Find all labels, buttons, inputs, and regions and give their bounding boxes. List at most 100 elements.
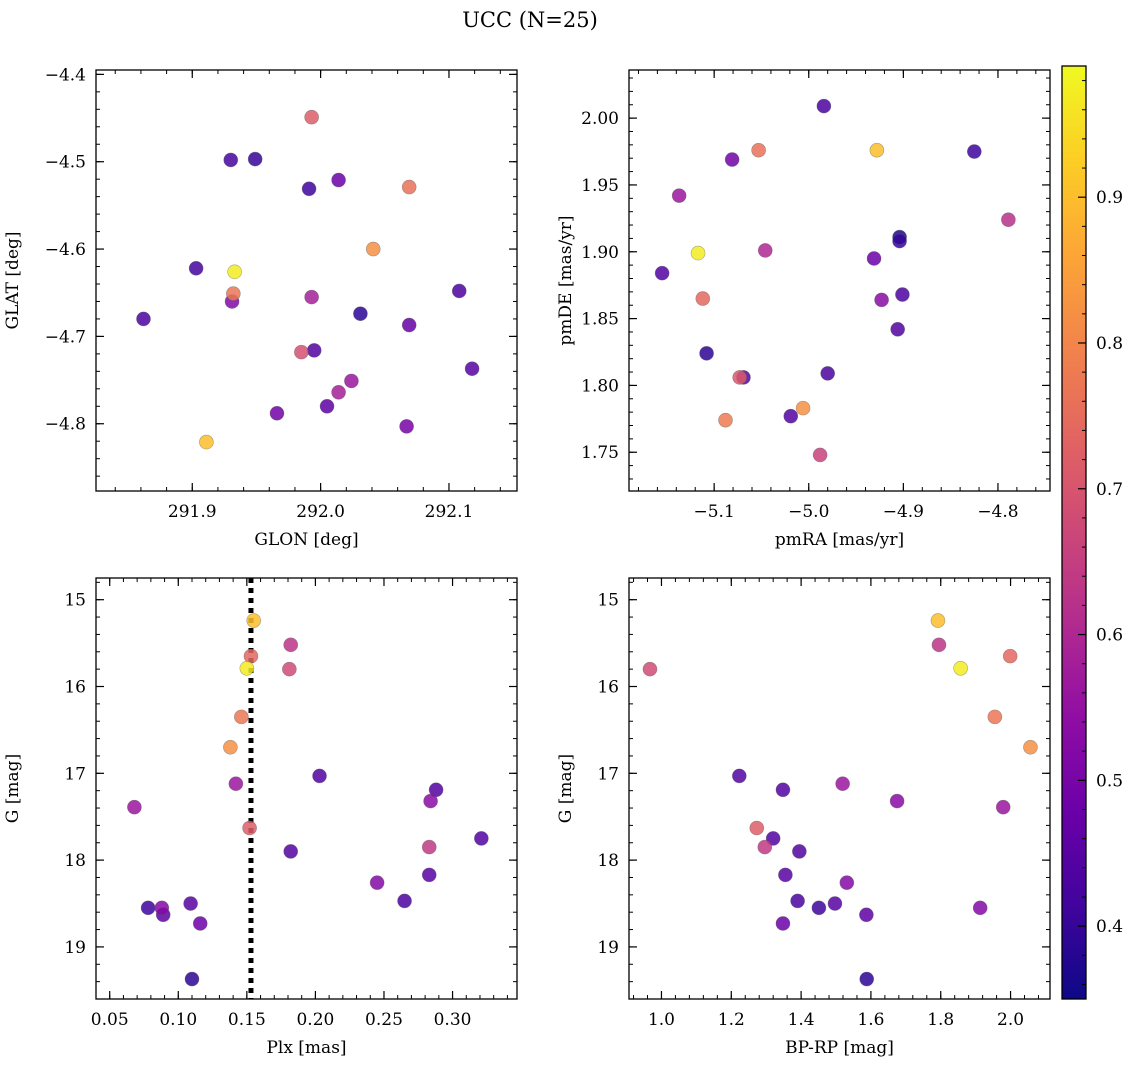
data-point	[967, 144, 982, 159]
panel-pm: −5.1 −5.0 −4.9 −4.8 1.75 1.80 1.85 1.90 1.95 2.00…	[556, 69, 1051, 550]
data-point	[369, 875, 385, 890]
data-point	[1023, 739, 1038, 755]
data-point	[423, 793, 438, 809]
data-point	[699, 346, 714, 361]
data-point	[839, 875, 855, 890]
data-point	[269, 405, 285, 421]
colorbar-tick-label: 0.6	[1096, 626, 1123, 646]
data-point	[724, 152, 740, 167]
data-point	[304, 109, 319, 125]
data-point	[312, 768, 327, 784]
y-axis-label: G [mag]	[3, 754, 23, 823]
data-point	[642, 661, 658, 677]
y-tick-label: 18	[597, 851, 619, 871]
data-point	[227, 264, 242, 280]
x-tick-label: 1.8	[927, 1010, 954, 1030]
data-point	[820, 366, 835, 381]
x-tick-label: 1.4	[788, 1010, 815, 1030]
data-point	[294, 344, 309, 360]
data-point	[972, 900, 988, 916]
y-axis-label: GLAT [deg]	[3, 231, 23, 329]
data-point	[859, 971, 875, 987]
data-point	[795, 400, 811, 416]
major-ticks	[629, 70, 1050, 491]
y-tick-label: 18	[64, 851, 86, 871]
data-point	[226, 286, 241, 301]
data-point	[474, 831, 489, 846]
data-point	[247, 151, 263, 167]
panel-cmd: 1.0 1.2 1.4 1.6 1.8 2.0 15 16 17 18 19 BP-RP [mag] G…	[556, 577, 1051, 1058]
y-tick-label: −4.6	[45, 240, 86, 260]
data-point	[930, 613, 946, 628]
x-tick-label: 0.10	[159, 1010, 197, 1030]
major-ticks	[96, 578, 517, 999]
x-tick-label: 0.05	[91, 1010, 129, 1030]
panel-plx: 0.05 0.10 0.15 0.20 0.25 0.30 15 16 17 18 19 Plx [m…	[3, 577, 518, 1058]
data-point	[184, 971, 200, 987]
data-point	[451, 283, 467, 299]
data-point	[154, 900, 170, 916]
y-tick-label: 1.80	[581, 376, 619, 396]
data-point	[775, 782, 791, 798]
x-axis-label: Plx [mas]	[266, 1038, 346, 1058]
data-point	[757, 839, 773, 855]
data-point	[399, 419, 414, 434]
x-tick-label: 0.15	[228, 1010, 266, 1030]
data-point	[365, 241, 381, 257]
y-tick-label: −4.4	[45, 65, 86, 85]
data-point	[223, 739, 238, 755]
data-point	[783, 408, 799, 424]
data-point	[223, 152, 239, 168]
data-point	[890, 321, 905, 337]
data-point	[654, 265, 670, 281]
data-point	[835, 776, 850, 792]
y-tick-label: 19	[64, 938, 86, 958]
data-point	[234, 709, 249, 725]
x-axis-label: GLON [deg]	[254, 530, 358, 550]
data-point	[136, 311, 151, 327]
colorbar: 0.4 0.5 0.6 0.7 0.8 0.9	[1061, 65, 1123, 1000]
colorbar-tick-label: 0.9	[1096, 188, 1123, 208]
data-point	[827, 896, 843, 911]
data-point	[331, 172, 346, 188]
colorbar-tick-label: 0.8	[1096, 334, 1123, 354]
data-point	[283, 637, 299, 653]
data-point	[931, 637, 947, 653]
y-tick-label: −4.7	[45, 327, 86, 347]
minor-ticks	[96, 578, 517, 999]
data-point	[749, 820, 765, 836]
y-tick-label: 19	[597, 938, 619, 958]
data-point	[304, 289, 319, 305]
x-axis-label: BP-RP [mag]	[785, 1038, 894, 1058]
data-point	[866, 251, 882, 266]
y-tick-label: 16	[597, 678, 619, 698]
data-point	[812, 447, 828, 463]
data-point	[188, 260, 204, 276]
data-point	[790, 893, 805, 909]
colorbar-tick-label: 0.4	[1096, 917, 1123, 937]
points	[642, 613, 1038, 987]
axes-frame	[95, 69, 518, 492]
data-point	[778, 867, 793, 883]
y-axis-label: pmDE [mas/yr]	[556, 215, 576, 345]
data-point	[421, 839, 437, 855]
minor-ticks	[96, 70, 517, 491]
y-tick-label: 1.85	[581, 310, 619, 330]
x-tick-label: 0.30	[434, 1010, 472, 1030]
x-tick-label: 2.0	[997, 1010, 1024, 1030]
x-tick-label: 0.25	[365, 1010, 403, 1030]
x-tick-label: −5.1	[694, 502, 735, 522]
data-point	[283, 844, 299, 859]
data-point	[869, 142, 885, 158]
data-point	[464, 361, 480, 377]
data-point	[242, 820, 257, 836]
data-point	[183, 896, 198, 911]
data-point	[246, 613, 262, 628]
x-tick-label: 292.0	[296, 502, 345, 522]
data-point	[319, 398, 335, 414]
points	[136, 109, 480, 450]
data-point	[775, 916, 791, 931]
x-tick-label: 292.1	[425, 502, 474, 522]
y-tick-label: 1.75	[581, 443, 619, 463]
